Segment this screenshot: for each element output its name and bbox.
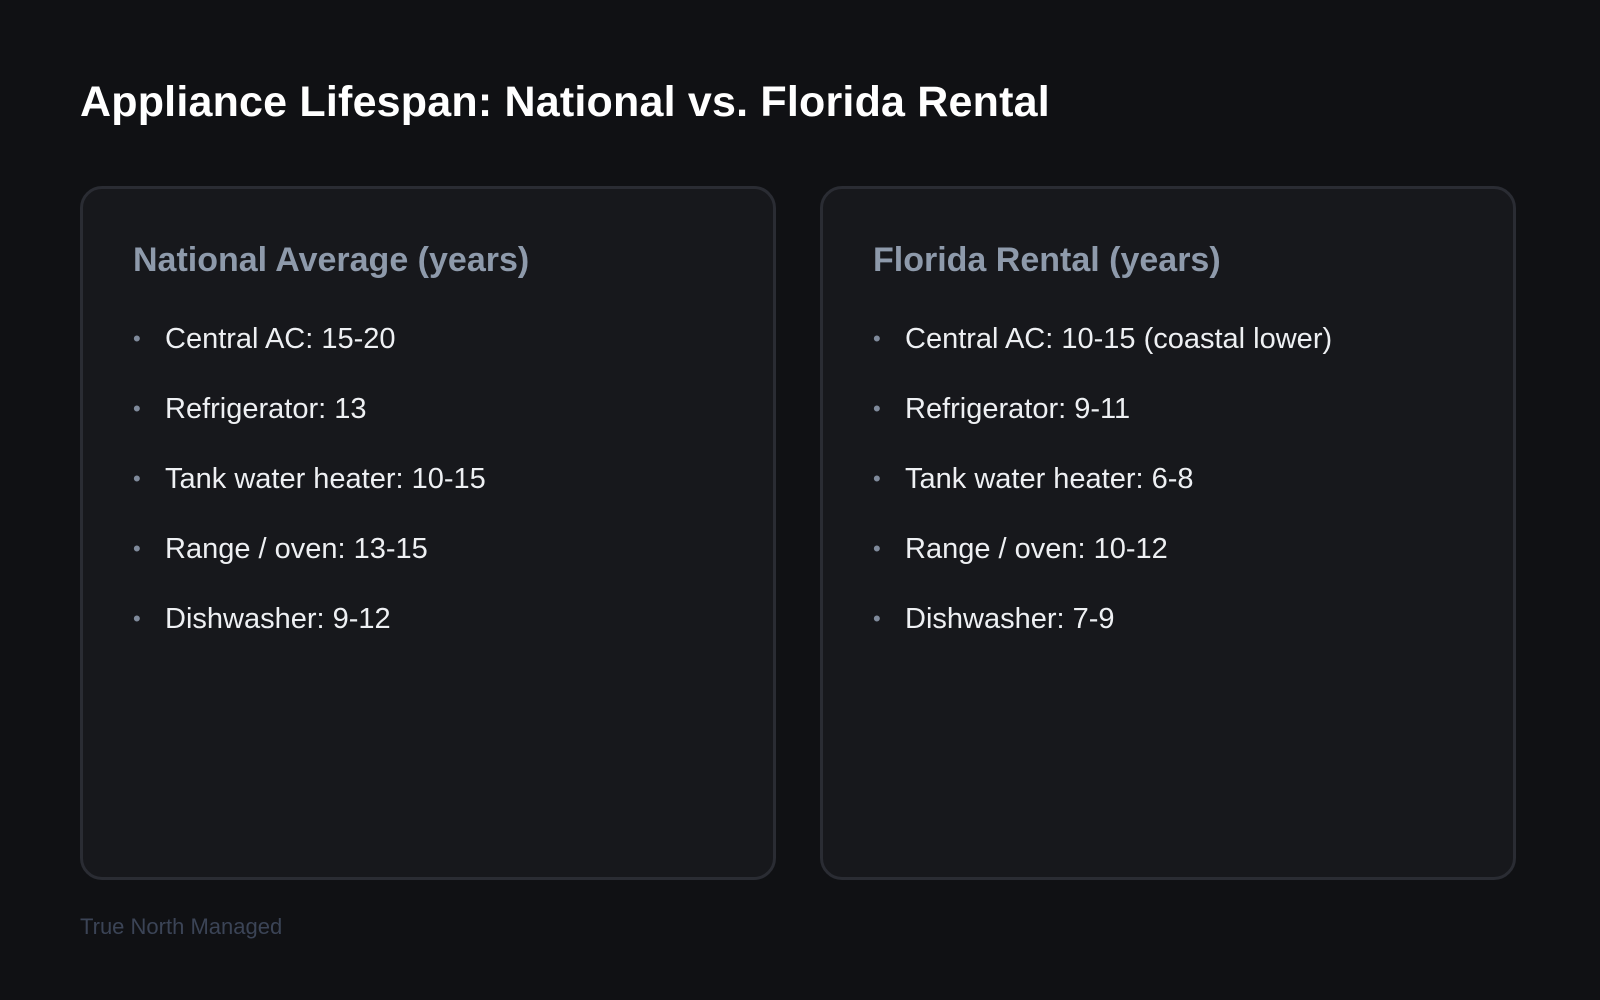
page-title: Appliance Lifespan: National vs. Florida… (80, 78, 1050, 126)
list-item: • Central AC: 15-20 (133, 304, 723, 374)
bullet-dot-icon: • (873, 606, 881, 631)
lifespan-list: • Central AC: 10-15 (coastal lower) • Re… (873, 304, 1463, 654)
list-item-text: Dishwasher: 9-12 (165, 602, 391, 635)
bullet-dot-icon: • (133, 536, 141, 561)
brand-footer: True North Managed (80, 914, 283, 939)
list-item: • Tank water heater: 10-15 (133, 444, 723, 514)
list-item: • Dishwasher: 9-12 (133, 584, 723, 654)
list-item: • Range / oven: 10-12 (873, 514, 1463, 584)
list-item-text: Refrigerator: 13 (165, 392, 367, 425)
bullet-dot-icon: • (133, 396, 141, 421)
national-average-card: National Average (years) • Central AC: 1… (80, 186, 776, 880)
bullet-dot-icon: • (873, 466, 881, 491)
bullet-dot-icon: • (133, 606, 141, 631)
list-item: • Central AC: 10-15 (coastal lower) (873, 304, 1463, 374)
card-heading: National Average (years) (133, 241, 530, 279)
list-item-text: Refrigerator: 9-11 (905, 392, 1131, 425)
list-item: • Dishwasher: 7-9 (873, 584, 1463, 654)
list-item-text: Dishwasher: 7-9 (905, 602, 1115, 635)
list-item: • Tank water heater: 6-8 (873, 444, 1463, 514)
florida-rental-card: Florida Rental (years) • Central AC: 10-… (820, 186, 1516, 880)
list-item: • Range / oven: 13-15 (133, 514, 723, 584)
list-item-text: Range / oven: 10-12 (905, 532, 1168, 565)
bullet-dot-icon: • (133, 326, 141, 351)
list-item-text: Central AC: 15-20 (165, 322, 396, 355)
bullet-dot-icon: • (873, 396, 881, 421)
list-item-text: Range / oven: 13-15 (165, 532, 428, 565)
list-item: • Refrigerator: 13 (133, 374, 723, 444)
list-item-text: Tank water heater: 6-8 (905, 462, 1194, 495)
list-item: • Refrigerator: 9-11 (873, 374, 1463, 444)
bullet-dot-icon: • (873, 536, 881, 561)
bullet-dot-icon: • (873, 326, 881, 351)
list-item-text: Central AC: 10-15 (coastal lower) (905, 322, 1333, 355)
list-item-text: Tank water heater: 10-15 (165, 462, 486, 495)
bullet-dot-icon: • (133, 466, 141, 491)
lifespan-list: • Central AC: 15-20 • Refrigerator: 13 •… (133, 304, 723, 654)
card-heading: Florida Rental (years) (873, 241, 1221, 279)
